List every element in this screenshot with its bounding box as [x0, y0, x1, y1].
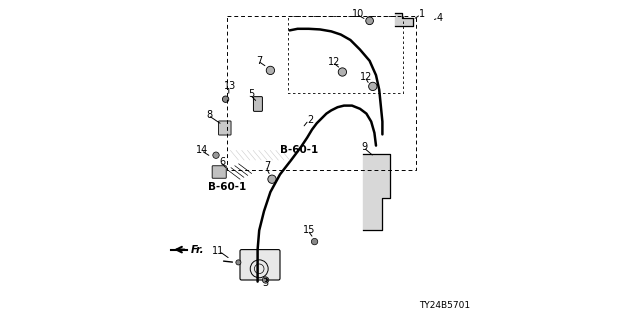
Text: 4: 4 — [437, 12, 443, 23]
Circle shape — [262, 277, 269, 283]
Circle shape — [266, 66, 275, 75]
Text: 9: 9 — [362, 142, 368, 152]
FancyBboxPatch shape — [219, 121, 231, 135]
FancyBboxPatch shape — [240, 250, 280, 280]
Text: 6: 6 — [220, 156, 225, 167]
Circle shape — [236, 260, 241, 265]
Text: 3: 3 — [262, 278, 269, 288]
Circle shape — [268, 175, 276, 183]
Text: B-60-1: B-60-1 — [280, 145, 318, 156]
Polygon shape — [364, 154, 390, 230]
Text: 14: 14 — [195, 145, 208, 156]
Text: 13: 13 — [224, 81, 237, 92]
Polygon shape — [396, 13, 413, 26]
FancyBboxPatch shape — [212, 166, 227, 178]
Circle shape — [338, 68, 347, 76]
Circle shape — [366, 17, 374, 25]
Text: 15: 15 — [303, 225, 315, 236]
Text: 12: 12 — [328, 57, 340, 68]
Text: 1: 1 — [419, 9, 426, 20]
FancyBboxPatch shape — [253, 97, 262, 111]
Text: 7: 7 — [256, 56, 262, 66]
Text: 10: 10 — [352, 9, 365, 20]
Text: B-60-1: B-60-1 — [208, 182, 246, 192]
Circle shape — [369, 82, 377, 91]
Circle shape — [223, 96, 229, 102]
Text: 2: 2 — [307, 115, 314, 125]
Text: 7: 7 — [264, 161, 270, 172]
Text: 11: 11 — [211, 246, 224, 256]
Text: TY24B5701: TY24B5701 — [419, 301, 470, 310]
Circle shape — [212, 152, 219, 158]
Circle shape — [312, 238, 317, 245]
Text: 12: 12 — [360, 72, 372, 82]
Text: 8: 8 — [207, 110, 212, 120]
Text: Fr.: Fr. — [191, 244, 204, 255]
Text: 5: 5 — [248, 89, 254, 100]
